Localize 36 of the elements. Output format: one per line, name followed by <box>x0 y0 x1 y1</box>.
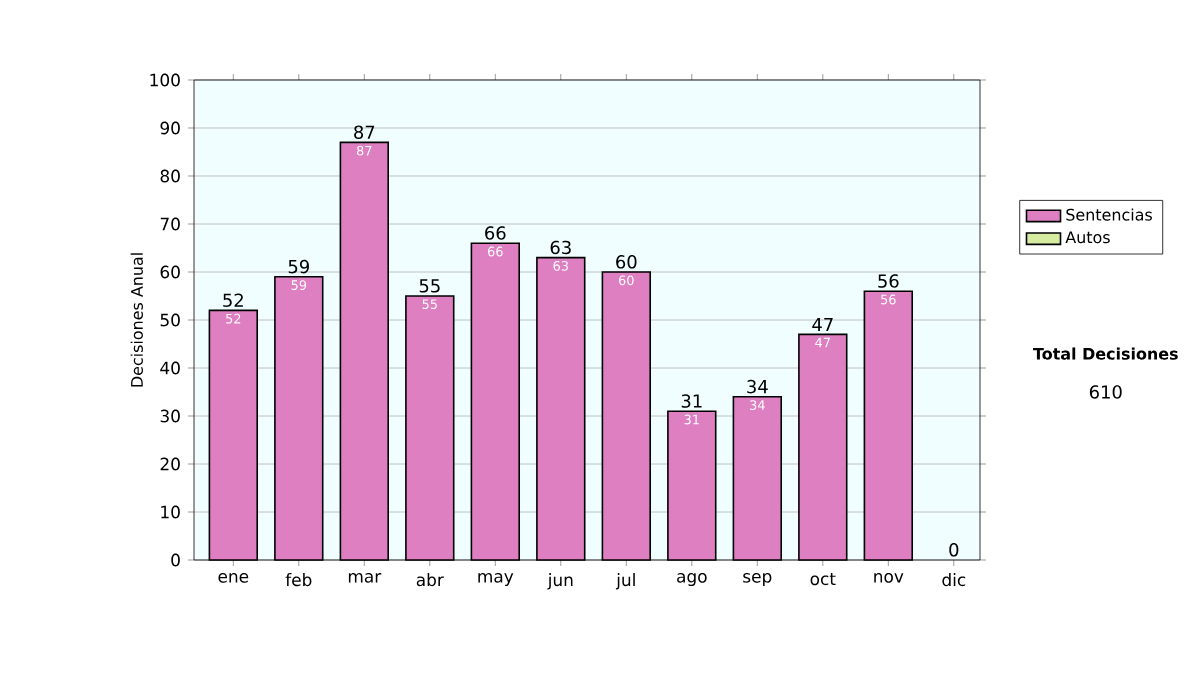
total-label: 55 <box>419 279 440 293</box>
x-tick-label: ene <box>218 573 249 583</box>
y-tick-label: 30 <box>160 409 180 423</box>
total-label: 31 <box>681 394 702 408</box>
total-label: 0 <box>949 543 959 557</box>
x-tick-label: mar <box>348 573 382 583</box>
x-tick-label: feb <box>285 573 312 587</box>
x-tick-label: abr <box>416 573 444 587</box>
y-tick-label: 70 <box>160 217 180 231</box>
x-tick-label: oct <box>810 573 836 586</box>
total-label: 59 <box>288 259 309 274</box>
x-tick-label: ago <box>677 573 707 587</box>
y-tick-label: 100 <box>150 73 180 87</box>
total-label: 66 <box>485 226 506 240</box>
total-label: 56 <box>878 274 899 288</box>
y-tick-label: 10 <box>161 505 180 519</box>
total-label: 87 <box>354 125 375 139</box>
y-tick-label: 20 <box>160 457 180 471</box>
y-tick-label: 40 <box>160 361 180 375</box>
x-tick-label: sep <box>743 573 772 587</box>
total-label: 34 <box>747 379 768 394</box>
x-tick-label: jun <box>547 573 573 590</box>
y-tick-label: 80 <box>160 169 180 183</box>
y-tick-label: 50 <box>160 313 180 327</box>
x-tick-label: may <box>478 573 514 587</box>
x-tick-label: dic <box>942 573 966 587</box>
total-label: 52 <box>223 293 243 307</box>
x-tick-label: jul <box>615 573 635 590</box>
total-label: 63 <box>550 240 571 255</box>
total-label: 60 <box>616 255 637 269</box>
y-tick-label: 90 <box>160 121 180 135</box>
y-tick-label: 0 <box>171 553 180 567</box>
total-label: 47 <box>812 317 833 331</box>
x-tick-label: nov <box>874 573 904 583</box>
text: 610 <box>1089 385 1122 399</box>
y-tick-label: 60 <box>160 265 180 279</box>
